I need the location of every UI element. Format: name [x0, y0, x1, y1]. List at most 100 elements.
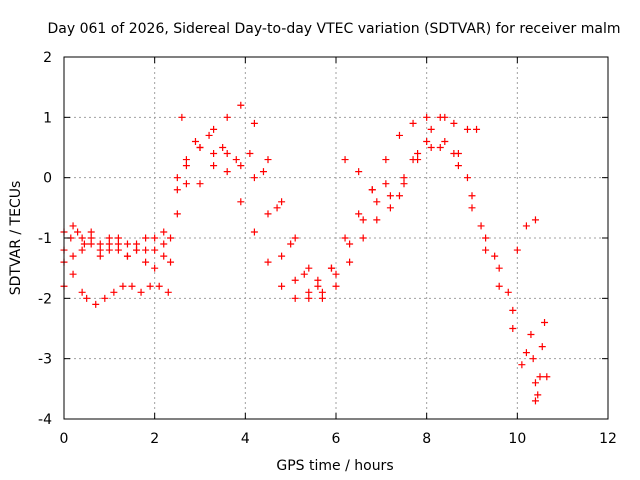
data-point — [219, 144, 227, 151]
data-point — [395, 192, 403, 200]
data-point — [74, 228, 82, 236]
data-point — [250, 119, 258, 127]
data-point — [151, 246, 159, 254]
data-point — [423, 137, 431, 145]
data-point — [137, 288, 145, 296]
x-tick-label: 12 — [599, 431, 617, 447]
data-point — [133, 246, 141, 254]
data-point — [359, 216, 367, 224]
data-point — [196, 144, 204, 151]
data-point — [314, 276, 322, 284]
data-point — [346, 240, 354, 248]
data-point — [318, 288, 326, 296]
data-point — [237, 162, 245, 170]
data-point — [441, 137, 449, 145]
data-point — [318, 294, 326, 302]
data-point — [332, 270, 340, 278]
y-axis-label: SDTVAR / TECUs — [8, 181, 24, 296]
data-point — [87, 234, 95, 242]
data-point — [92, 300, 100, 308]
data-point — [210, 162, 218, 170]
data-point — [355, 210, 363, 218]
data-point — [473, 125, 481, 133]
data-point — [114, 240, 122, 248]
data-point — [482, 234, 490, 242]
data-point — [541, 318, 549, 326]
data-point — [382, 156, 390, 164]
data-point — [305, 264, 313, 272]
data-point — [232, 156, 240, 164]
data-point — [382, 180, 390, 188]
series-track-d — [60, 113, 539, 296]
data-point — [167, 234, 175, 242]
data-point — [291, 234, 299, 242]
x-tick-label: 6 — [332, 431, 341, 447]
data-point — [160, 228, 168, 236]
y-tick-label: 0 — [43, 171, 52, 187]
data-point — [142, 234, 150, 242]
data-point — [373, 216, 381, 224]
data-point — [534, 391, 542, 399]
data-point — [142, 258, 150, 266]
data-point — [386, 204, 394, 212]
data-point — [123, 252, 131, 260]
data-point — [223, 168, 231, 176]
data-point — [300, 270, 308, 278]
data-point — [210, 150, 218, 158]
y-tick-labels: -4 -3 -2 -1 0 1 2 — [38, 50, 52, 428]
x-tick-label: 4 — [241, 431, 250, 447]
data-point — [191, 137, 199, 145]
data-point — [223, 150, 231, 158]
data-point — [114, 246, 122, 254]
data-point — [536, 373, 544, 381]
data-point — [278, 198, 286, 206]
data-point — [531, 379, 539, 387]
series-track-a — [60, 101, 481, 284]
data-point — [205, 131, 213, 139]
data-point — [468, 192, 476, 200]
data-point — [264, 258, 272, 266]
data-point — [531, 216, 539, 224]
x-axis-label: GPS time / hours — [276, 458, 393, 474]
data-point — [441, 113, 449, 121]
y-tick-label: -3 — [38, 352, 52, 368]
data-point — [509, 325, 517, 332]
series-track-b — [60, 137, 526, 369]
data-point — [101, 294, 109, 302]
data-point — [531, 397, 539, 405]
data-point — [341, 156, 349, 164]
x-tick-label: 8 — [422, 431, 431, 447]
data-point — [427, 125, 435, 133]
data-point — [182, 156, 190, 164]
data-point — [196, 180, 204, 188]
data-point — [105, 234, 113, 242]
data-point — [527, 331, 535, 339]
data-point — [167, 258, 175, 266]
data-point — [151, 264, 159, 272]
data-point — [80, 240, 88, 248]
y-tick-label: 2 — [43, 50, 52, 66]
data-point — [123, 240, 131, 248]
data-point — [355, 168, 363, 176]
data-point — [133, 240, 141, 248]
data-point — [495, 282, 503, 290]
data-point — [327, 264, 335, 272]
data-point — [454, 162, 462, 170]
data-point — [173, 210, 181, 218]
y-tick-label: 1 — [43, 110, 52, 126]
data-point — [264, 156, 272, 164]
data-point — [210, 125, 218, 133]
data-point — [69, 222, 77, 230]
data-point — [409, 119, 417, 127]
data-point — [87, 228, 95, 236]
data-point — [463, 125, 471, 133]
data-point — [427, 144, 435, 151]
data-point — [237, 101, 245, 109]
data-point — [450, 150, 458, 158]
data-point — [155, 282, 163, 290]
data-point — [305, 288, 313, 296]
data-point — [151, 234, 159, 242]
data-points — [60, 101, 551, 405]
x-tick-label: 0 — [60, 431, 69, 447]
